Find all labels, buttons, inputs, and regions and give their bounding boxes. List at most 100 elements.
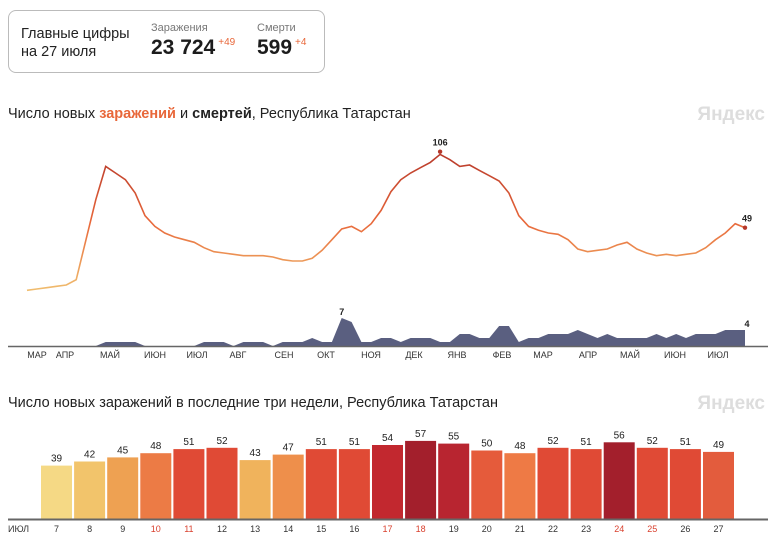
infections-stat: Заражения 23 724 +49 — [151, 22, 235, 60]
infections-annotation: 106 — [433, 138, 448, 148]
bar-value-label: 51 — [680, 437, 692, 448]
bar — [438, 443, 470, 519]
bar-value-label: 51 — [183, 437, 195, 448]
title-part: , Республика Татарстан — [251, 106, 411, 122]
title-deaths: смертей — [192, 106, 252, 122]
infections-point — [742, 225, 748, 230]
bar-category-label: 15 — [316, 524, 326, 534]
infections-line — [26, 153, 746, 292]
deaths-label: Смерти — [257, 22, 296, 34]
bar-value-label: 49 — [713, 440, 725, 451]
bar-value-label: 54 — [382, 433, 394, 444]
infections-annotation: 49 — [742, 214, 752, 224]
bar-category-label: 19 — [449, 524, 459, 534]
bar-value-label: 55 — [448, 432, 460, 443]
deaths-area — [27, 318, 745, 346]
bar-category-label: 7 — [54, 524, 59, 534]
bar-category-label: 11 — [184, 524, 193, 534]
deaths-delta: +4 — [295, 37, 307, 48]
bar-chart-title: Число новых заражений в последние три не… — [8, 395, 498, 411]
bar-value-label: 52 — [647, 436, 659, 447]
bar — [239, 460, 271, 519]
bar — [537, 447, 569, 519]
bar-value-label: 51 — [349, 437, 361, 448]
x-tick-label: АПР — [579, 350, 597, 360]
x-tick-label: ДЕК — [405, 350, 423, 360]
bar-value-label: 39 — [51, 454, 63, 465]
x-tick-label: МАР — [27, 350, 47, 360]
bar — [41, 465, 72, 519]
bar-category-label: 18 — [416, 524, 426, 534]
x-tick-label: ИЮН — [144, 350, 166, 360]
yandex-logo: Яндекс — [697, 104, 765, 125]
bar — [107, 457, 139, 520]
x-tick-label: ИЮН — [664, 350, 686, 360]
bar-month-label: ИЮЛ — [8, 524, 29, 534]
bar-value-label: 56 — [614, 430, 626, 441]
bar-category-label: 13 — [250, 524, 260, 534]
x-tick-label: МАР — [533, 350, 553, 360]
bar-category-label: 10 — [151, 524, 161, 534]
x-tick-label: СЕН — [274, 350, 293, 360]
bar — [140, 453, 172, 519]
summary-heading-line1: Главные цифры — [21, 26, 130, 42]
summary-heading-line2: на 27 июля — [21, 44, 97, 60]
bar-value-label: 48 — [514, 441, 526, 452]
summary-heading: Главные цифры на 27 июля — [21, 25, 130, 61]
bar — [636, 447, 668, 519]
bar — [338, 449, 370, 519]
x-tick-label: НОЯ — [361, 350, 381, 360]
x-tick-label: АПР — [56, 350, 74, 360]
bar — [471, 450, 503, 519]
deaths-total: 599 — [257, 36, 293, 59]
deaths-annotation: 7 — [339, 307, 344, 317]
bar — [669, 449, 701, 519]
x-tick-label: ИЮЛ — [186, 350, 207, 360]
x-tick-label: АВГ — [230, 350, 247, 360]
bar-value-label: 50 — [481, 439, 493, 450]
bar-category-label: 24 — [614, 524, 624, 534]
bar — [504, 453, 536, 519]
bar — [74, 461, 106, 519]
bar — [173, 449, 205, 519]
bar-category-label: 26 — [680, 524, 690, 534]
bar — [603, 442, 635, 519]
bar-category-label: 14 — [283, 524, 293, 534]
infections-point — [437, 149, 443, 154]
x-tick-label: ОКТ — [317, 350, 335, 360]
bar-value-label: 51 — [581, 437, 593, 448]
x-tick-label: МАЙ — [620, 349, 640, 360]
bar-value-label: 43 — [250, 448, 262, 459]
bar-category-label: 9 — [120, 524, 125, 534]
title-infections: заражений — [99, 106, 176, 122]
x-tick-label: ИЮЛ — [707, 350, 728, 360]
bar-value-label: 52 — [547, 436, 559, 447]
x-tick-label: ЯНВ — [447, 350, 466, 360]
yandex-logo: Яндекс — [697, 393, 765, 414]
bar — [372, 445, 403, 519]
bar — [272, 454, 304, 519]
bar — [206, 447, 238, 519]
title-part: Число новых — [8, 106, 100, 122]
bar-value-label: 45 — [117, 445, 129, 456]
infections-label: Заражения — [151, 22, 208, 34]
bar-category-label: 27 — [713, 524, 723, 534]
bar-category-label: 17 — [382, 524, 392, 534]
bar-category-label: 16 — [349, 524, 359, 534]
x-tick-label: МАЙ — [100, 349, 120, 360]
bar-category-label: 12 — [217, 524, 227, 534]
bar-value-label: 42 — [84, 450, 96, 461]
bar-category-label: 22 — [548, 524, 558, 534]
bar — [703, 451, 734, 519]
x-tick-label: ФЕВ — [493, 350, 512, 360]
bar-value-label: 47 — [283, 443, 295, 454]
main-chart-title: Число новых заражений и смертей, Республ… — [8, 106, 411, 122]
infections-total: 23 724 — [151, 36, 216, 59]
deaths-annotation: 4 — [744, 319, 749, 329]
bar-category-label: 25 — [647, 524, 657, 534]
bar — [405, 440, 437, 519]
bar-category-label: 20 — [482, 524, 492, 534]
bar-category-label: 8 — [87, 524, 92, 534]
deaths-stat: Смерти 599 +4 — [257, 22, 306, 60]
